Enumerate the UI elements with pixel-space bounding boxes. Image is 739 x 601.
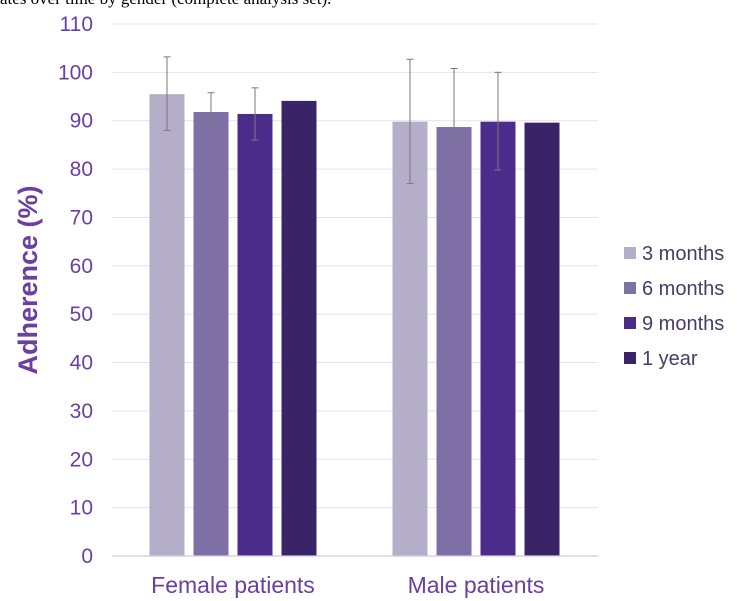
- category-label: Male patients: [408, 572, 545, 598]
- bar: [237, 113, 273, 556]
- y-tick-label: 90: [70, 110, 93, 133]
- legend-label: 1 year: [642, 348, 698, 370]
- y-tick-label: 100: [58, 61, 93, 84]
- y-axis-label: Adherence (%): [13, 185, 43, 374]
- y-tick-label: 70: [70, 206, 93, 229]
- legend-swatch: [624, 317, 636, 329]
- bars: [149, 94, 560, 557]
- y-tick-label: 20: [70, 448, 93, 471]
- legend-label: 3 months: [642, 243, 724, 265]
- legend-label: 9 months: [642, 313, 724, 335]
- y-tick-label: 10: [70, 497, 93, 520]
- legend-swatch: [624, 282, 636, 294]
- category-label: Female patients: [151, 572, 315, 598]
- y-axis-tick-labels: 0 10 20 30 40 50 60 70 80 90 100 110: [58, 13, 93, 568]
- y-tick-label: 110: [60, 13, 93, 36]
- figure-caption: ates over time by gender (complete analy…: [0, 0, 739, 9]
- bar: [480, 121, 516, 556]
- bar: [281, 100, 317, 556]
- y-tick-label: 80: [70, 158, 93, 181]
- legend-swatch: [624, 352, 636, 364]
- legend-swatch: [624, 247, 636, 259]
- category-labels: Female patients Male patients: [151, 572, 544, 598]
- y-tick-label: 40: [70, 352, 93, 375]
- legend-label: 6 months: [642, 278, 724, 300]
- bar: [436, 127, 472, 557]
- bar: [524, 122, 560, 557]
- y-tick-label: 30: [70, 400, 93, 423]
- y-tick-label: 0: [81, 545, 93, 568]
- gridlines: [112, 23, 598, 509]
- bar: [193, 112, 229, 556]
- y-tick-label: 50: [70, 303, 93, 326]
- bar: [392, 121, 428, 556]
- y-tick-label: 60: [70, 255, 93, 278]
- bar: [149, 94, 185, 557]
- legend: 3 months 6 months 9 months 1 year: [624, 243, 724, 370]
- error-bars: [163, 56, 502, 186]
